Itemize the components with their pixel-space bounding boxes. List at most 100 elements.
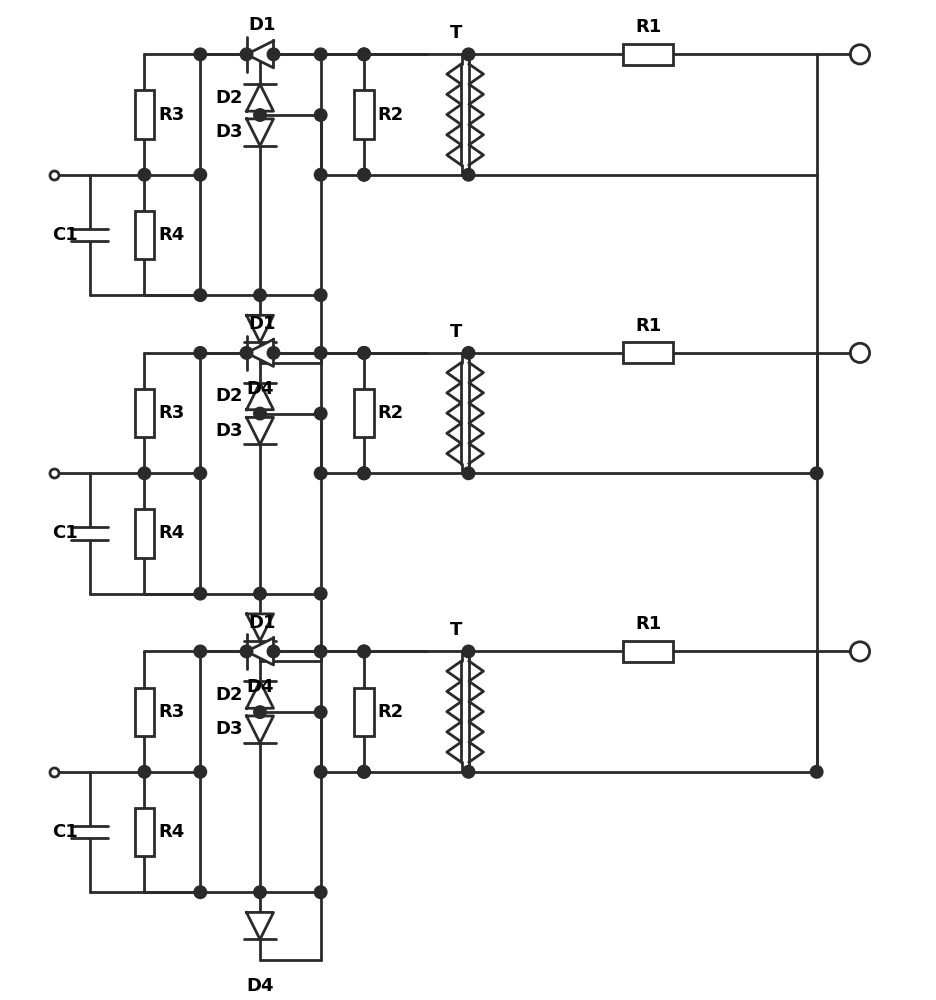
Bar (135, 808, 154, 856)
Bar (135, 509, 154, 558)
Circle shape (461, 766, 475, 778)
Bar (354, 389, 373, 437)
Text: D4: D4 (246, 977, 273, 995)
Text: D3: D3 (215, 123, 242, 141)
Text: D1: D1 (248, 315, 275, 333)
Circle shape (194, 645, 206, 658)
Circle shape (138, 766, 151, 778)
Circle shape (314, 587, 327, 600)
Bar (354, 688, 373, 736)
Text: D1: D1 (248, 614, 275, 632)
Circle shape (461, 645, 475, 658)
Polygon shape (246, 912, 273, 939)
Text: R2: R2 (377, 404, 403, 422)
Circle shape (358, 168, 370, 181)
Circle shape (194, 766, 206, 778)
Text: R2: R2 (377, 703, 403, 721)
Circle shape (314, 766, 327, 778)
Bar (135, 90, 154, 139)
Circle shape (314, 289, 327, 301)
Text: T: T (450, 323, 462, 341)
Polygon shape (246, 614, 273, 641)
Text: R4: R4 (158, 226, 184, 244)
Circle shape (314, 347, 327, 359)
Circle shape (254, 587, 266, 600)
Circle shape (267, 48, 280, 61)
Circle shape (240, 645, 253, 658)
Circle shape (254, 886, 266, 898)
Circle shape (461, 347, 475, 359)
Text: D2: D2 (215, 686, 242, 704)
Text: R2: R2 (377, 106, 403, 124)
Text: R4: R4 (158, 524, 184, 542)
Circle shape (240, 48, 253, 61)
Text: R1: R1 (635, 317, 661, 335)
Circle shape (254, 407, 266, 420)
Circle shape (267, 347, 280, 359)
Circle shape (358, 48, 370, 61)
Text: D4: D4 (246, 678, 273, 696)
Text: D4: D4 (246, 380, 273, 398)
Circle shape (314, 467, 327, 480)
Text: D2: D2 (215, 89, 242, 107)
Text: R1: R1 (635, 18, 661, 36)
Circle shape (194, 467, 206, 480)
Text: D2: D2 (215, 387, 242, 405)
Bar (135, 211, 154, 259)
Circle shape (314, 109, 327, 121)
Circle shape (194, 168, 206, 181)
Circle shape (358, 645, 370, 658)
Text: R3: R3 (158, 703, 184, 721)
Circle shape (314, 407, 327, 420)
Circle shape (254, 109, 266, 121)
Text: D3: D3 (215, 422, 242, 440)
Circle shape (358, 347, 370, 359)
Polygon shape (246, 119, 273, 146)
Text: C1: C1 (51, 823, 78, 841)
Circle shape (254, 289, 266, 301)
Circle shape (358, 645, 370, 658)
Text: T: T (450, 24, 462, 42)
Bar (622, 641, 672, 662)
Bar (622, 342, 672, 363)
Circle shape (194, 289, 206, 301)
Polygon shape (246, 681, 273, 708)
Circle shape (138, 467, 151, 480)
Circle shape (194, 587, 206, 600)
Text: R1: R1 (635, 615, 661, 633)
Circle shape (314, 168, 327, 181)
Circle shape (358, 48, 370, 61)
Polygon shape (246, 383, 273, 410)
Circle shape (314, 645, 327, 658)
Polygon shape (246, 417, 273, 444)
Polygon shape (246, 315, 273, 342)
Circle shape (267, 645, 280, 658)
Polygon shape (246, 638, 273, 665)
Circle shape (240, 347, 253, 359)
Text: R4: R4 (158, 823, 184, 841)
Circle shape (358, 347, 370, 359)
Bar (135, 688, 154, 736)
Text: C1: C1 (51, 524, 78, 542)
Bar (622, 44, 672, 65)
Circle shape (314, 706, 327, 718)
Text: C1: C1 (51, 226, 78, 244)
Polygon shape (246, 41, 273, 68)
Text: D3: D3 (215, 720, 242, 738)
Circle shape (254, 706, 266, 718)
Polygon shape (246, 339, 273, 366)
Circle shape (358, 467, 370, 480)
Circle shape (358, 467, 370, 480)
Circle shape (358, 766, 370, 778)
Circle shape (194, 48, 206, 61)
Circle shape (194, 347, 206, 359)
Circle shape (314, 886, 327, 898)
Text: R3: R3 (158, 106, 184, 124)
Circle shape (810, 467, 822, 480)
Circle shape (461, 48, 475, 61)
Circle shape (461, 168, 475, 181)
Circle shape (461, 467, 475, 480)
Bar (354, 90, 373, 139)
Polygon shape (246, 84, 273, 111)
Circle shape (314, 48, 327, 61)
